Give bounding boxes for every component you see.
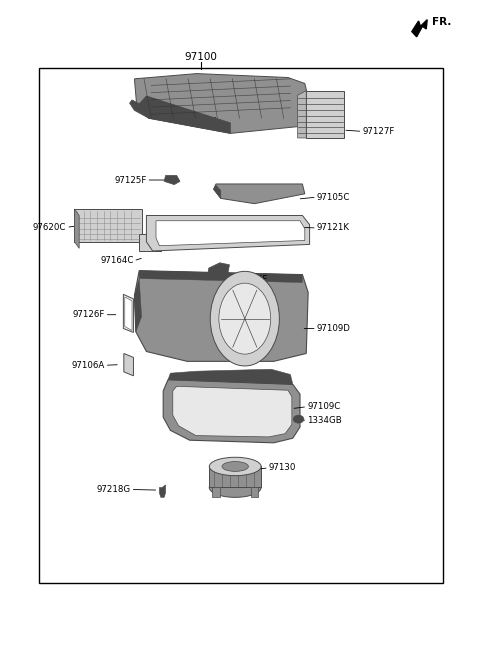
Text: 97130: 97130 bbox=[269, 463, 296, 472]
Polygon shape bbox=[74, 209, 79, 248]
Bar bbox=[306, 91, 344, 138]
Text: 97109C: 97109C bbox=[307, 402, 340, 411]
Bar bbox=[39, 68, 443, 583]
Polygon shape bbox=[214, 185, 221, 198]
Text: 97620C: 97620C bbox=[33, 223, 66, 232]
Polygon shape bbox=[214, 184, 305, 204]
Text: FR.: FR. bbox=[432, 17, 451, 28]
Ellipse shape bbox=[209, 457, 261, 476]
Bar bbox=[212, 487, 220, 497]
Polygon shape bbox=[134, 74, 311, 133]
Polygon shape bbox=[209, 466, 261, 487]
Text: 1334GB: 1334GB bbox=[307, 416, 342, 425]
Polygon shape bbox=[208, 263, 229, 276]
Polygon shape bbox=[298, 91, 306, 138]
Polygon shape bbox=[159, 485, 166, 497]
Polygon shape bbox=[125, 297, 132, 330]
Text: 97105C: 97105C bbox=[317, 193, 350, 202]
Ellipse shape bbox=[209, 478, 261, 497]
Polygon shape bbox=[146, 215, 310, 251]
Polygon shape bbox=[137, 96, 230, 133]
Polygon shape bbox=[124, 353, 133, 376]
Text: 97256F: 97256F bbox=[235, 275, 267, 284]
Polygon shape bbox=[130, 100, 149, 118]
Polygon shape bbox=[163, 380, 300, 443]
Polygon shape bbox=[134, 271, 308, 361]
Text: 97125F: 97125F bbox=[114, 175, 146, 185]
Ellipse shape bbox=[293, 415, 304, 423]
Ellipse shape bbox=[222, 462, 249, 472]
Polygon shape bbox=[173, 386, 292, 437]
Polygon shape bbox=[412, 20, 427, 37]
Bar bbox=[139, 234, 161, 251]
Text: 97121K: 97121K bbox=[317, 223, 350, 233]
Polygon shape bbox=[164, 175, 180, 185]
Polygon shape bbox=[123, 294, 133, 332]
Text: 97126F: 97126F bbox=[72, 310, 105, 319]
Text: 97100: 97100 bbox=[184, 52, 217, 62]
Text: 97127F: 97127F bbox=[362, 127, 395, 136]
Bar bbox=[251, 487, 258, 497]
Text: 97121J: 97121J bbox=[179, 115, 209, 124]
Circle shape bbox=[219, 283, 271, 354]
Circle shape bbox=[210, 271, 279, 366]
Text: 97109D: 97109D bbox=[317, 324, 351, 333]
Text: 97106A: 97106A bbox=[72, 361, 105, 370]
Polygon shape bbox=[168, 369, 293, 384]
Text: 97218G: 97218G bbox=[96, 485, 131, 494]
Polygon shape bbox=[139, 271, 302, 283]
Text: 97164C: 97164C bbox=[100, 256, 133, 265]
Bar bbox=[74, 209, 142, 242]
Polygon shape bbox=[156, 221, 305, 246]
Polygon shape bbox=[134, 279, 142, 332]
